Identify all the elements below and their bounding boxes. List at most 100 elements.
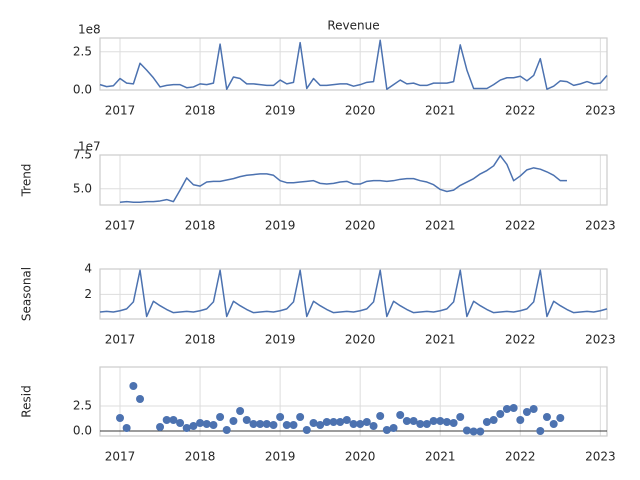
resid-point (242, 416, 251, 424)
resid-point (449, 419, 458, 427)
y-tick-label: 2.5 (73, 399, 92, 413)
resid-point (269, 421, 278, 429)
x-tick-label: 2023 (585, 219, 616, 233)
resid-point (309, 419, 318, 427)
offset-text: 1e8 (78, 23, 101, 37)
resid-point (222, 426, 231, 434)
x-tick-label: 2023 (585, 333, 616, 347)
resid-point (516, 416, 525, 424)
resid-point (536, 427, 545, 435)
axes-frame (99, 37, 608, 91)
x-tick-label: 2023 (585, 450, 616, 464)
resid-point (416, 420, 425, 428)
resid-point (456, 413, 465, 421)
resid-point (276, 413, 285, 421)
series-line (119, 154, 567, 204)
x-tick-label: 2018 (185, 104, 216, 118)
y-tick-label: 4 (84, 262, 92, 276)
x-tick-label: 2018 (185, 219, 216, 233)
resid-point (289, 421, 298, 429)
y-tick-label: 7.5 (73, 148, 92, 162)
resid-point (396, 411, 405, 419)
axes-frame (99, 366, 608, 437)
resid-point (162, 416, 171, 424)
resid-point (382, 426, 391, 434)
resid-point (182, 424, 191, 432)
x-tick-label: 2017 (105, 219, 136, 233)
resid-point (262, 420, 271, 428)
chart-title: Revenue (327, 19, 379, 33)
resid-point (482, 418, 491, 426)
resid-point (189, 422, 198, 430)
resid-point (176, 419, 185, 427)
resid-point (122, 424, 131, 432)
resid-point (369, 422, 378, 430)
resid-point (462, 426, 471, 435)
x-tick-label: 2021 (425, 219, 456, 233)
x-tick-label: 2019 (265, 333, 296, 347)
y-axis-label: Trend (20, 164, 34, 198)
series-line (99, 39, 608, 90)
resid-point (116, 414, 125, 422)
resid-point (549, 420, 558, 428)
x-tick-label: 2020 (345, 219, 376, 233)
resid-point (316, 421, 325, 429)
x-tick-label: 2020 (345, 450, 376, 464)
resid-point (509, 404, 518, 412)
x-tick-label: 2018 (185, 333, 216, 347)
resid-point (322, 418, 331, 426)
resid-point (469, 427, 478, 436)
series-line (99, 269, 608, 318)
y-tick-label: 5.0 (73, 181, 92, 195)
resid-point (302, 426, 311, 434)
resid-point (362, 418, 371, 426)
axes-frame (99, 154, 608, 206)
resid-point (496, 410, 505, 418)
resid-point (249, 420, 258, 428)
x-tick-label: 2023 (585, 104, 616, 118)
resid-point (556, 414, 565, 422)
x-tick-label: 2022 (505, 219, 536, 233)
x-tick-label: 2019 (265, 450, 296, 464)
y-axis-label: Resid (20, 385, 34, 417)
resid-point (409, 417, 418, 425)
resid-point (429, 417, 438, 425)
x-tick-label: 2021 (425, 450, 456, 464)
resid-point (156, 423, 165, 431)
x-tick-label: 2019 (265, 219, 296, 233)
resid-point (522, 408, 531, 416)
resid-point (282, 421, 291, 429)
x-tick-label: 2021 (425, 104, 456, 118)
resid-point (336, 418, 345, 426)
x-tick-label: 2017 (105, 450, 136, 464)
resid-point (436, 417, 445, 425)
x-tick-label: 2017 (105, 333, 136, 347)
resid-point (376, 412, 385, 420)
resid-point (136, 395, 145, 403)
x-tick-label: 2020 (345, 333, 376, 347)
resid-point (389, 424, 398, 432)
resid-point (209, 421, 218, 429)
resid-point (476, 427, 485, 436)
x-tick-label: 2017 (105, 104, 136, 118)
resid-point (542, 413, 551, 421)
x-tick-label: 2022 (505, 450, 536, 464)
x-tick-label: 2018 (185, 450, 216, 464)
resid-point (256, 420, 265, 428)
resid-point (529, 405, 538, 413)
x-tick-label: 2022 (505, 104, 536, 118)
resid-point (442, 418, 451, 426)
x-tick-label: 2020 (345, 104, 376, 118)
x-tick-label: 2021 (425, 333, 456, 347)
x-tick-label: 2022 (505, 333, 536, 347)
y-tick-label: 0.0 (73, 83, 92, 97)
resid-point (196, 419, 205, 427)
resid-point (236, 407, 245, 415)
resid-point (349, 420, 358, 428)
resid-point (356, 420, 365, 428)
resid-point (489, 416, 498, 424)
y-tick-label: 2.5 (73, 44, 92, 58)
resid-point (229, 417, 238, 425)
y-tick-label: 2 (84, 287, 92, 301)
